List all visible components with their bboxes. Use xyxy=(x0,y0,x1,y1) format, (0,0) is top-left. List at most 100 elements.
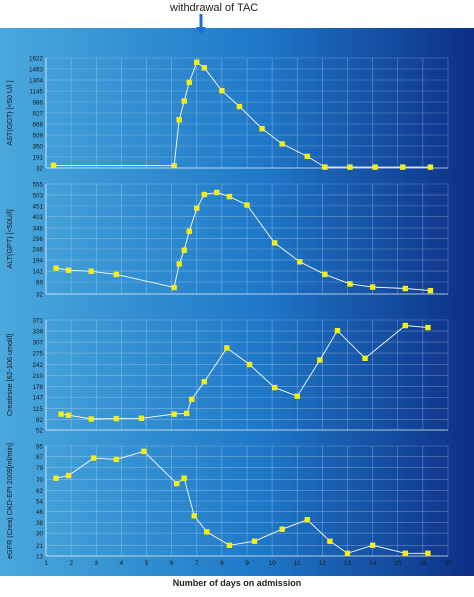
data-point xyxy=(191,513,197,519)
data-point xyxy=(219,87,225,94)
y-axis-title: AST(GOT) [<50 U/l ] xyxy=(5,80,14,145)
panel-1: 32 191 350 509 668 827 986 1145 1304 1463 1622 AST(… xyxy=(5,56,449,173)
y-tick-label: 62 xyxy=(36,488,44,495)
data-point xyxy=(88,416,94,422)
data-point xyxy=(369,284,376,290)
data-point xyxy=(65,412,72,418)
x-tick-label: 11 xyxy=(294,560,301,567)
data-point xyxy=(322,164,328,170)
data-point xyxy=(334,327,341,334)
data-point xyxy=(201,191,207,198)
series-line xyxy=(61,325,428,420)
x-tick-label: 2 xyxy=(69,560,73,567)
data-point xyxy=(181,98,187,104)
arrow-icon xyxy=(196,14,206,34)
data-point xyxy=(362,355,368,361)
data-point xyxy=(369,542,376,548)
data-point xyxy=(113,415,120,422)
x-tick-label: 5 xyxy=(145,560,149,567)
data-point xyxy=(171,284,177,291)
data-point xyxy=(425,550,431,557)
withdrawal-annotation: withdrawal of TAC xyxy=(170,2,259,14)
data-point xyxy=(201,65,207,71)
panel-2: 32 89 141 194 246 296 346 401 451 503 555 ALT(GPT) … xyxy=(5,182,449,299)
y-tick-label: 242 xyxy=(32,362,43,369)
data-point xyxy=(402,550,408,557)
data-point xyxy=(427,287,434,294)
data-point xyxy=(176,261,182,267)
y-tick-label: 668 xyxy=(32,122,43,129)
data-point xyxy=(236,103,243,110)
data-point xyxy=(400,164,406,170)
x-tick-label: 17 xyxy=(444,560,452,567)
data-point xyxy=(141,448,147,455)
x-tick-label: 8 xyxy=(220,560,224,567)
data-point xyxy=(50,162,57,169)
y-tick-label: 401 xyxy=(32,214,43,221)
y-tick-label: 32 xyxy=(36,292,44,299)
y-tick-label: 115 xyxy=(33,406,44,413)
y-tick-label: 827 xyxy=(32,111,43,118)
data-point xyxy=(186,79,192,86)
data-point xyxy=(113,456,120,463)
data-point xyxy=(88,268,94,274)
data-point xyxy=(226,542,233,548)
y-tick-label: 371 xyxy=(32,318,43,325)
data-point xyxy=(347,281,353,287)
y-tick-label: 95 xyxy=(36,444,44,451)
x-tick-label: 4 xyxy=(120,560,124,567)
y-tick-label: 38 xyxy=(36,520,44,527)
data-point xyxy=(204,529,210,535)
data-point xyxy=(194,59,200,65)
plot-background xyxy=(0,28,474,576)
y-tick-label: 307 xyxy=(32,340,43,347)
data-point xyxy=(317,357,323,363)
x-tick-label: 9 xyxy=(245,560,249,567)
x-tick-label: 12 xyxy=(319,560,327,567)
data-point xyxy=(186,228,192,235)
y-tick-label: 246 xyxy=(32,246,43,253)
data-point xyxy=(171,163,177,169)
y-tick-label: 555 xyxy=(32,182,43,189)
data-point xyxy=(402,322,408,329)
data-point xyxy=(53,265,59,271)
data-point xyxy=(244,202,250,208)
data-point xyxy=(184,410,190,417)
x-tick-label: 1 xyxy=(44,560,48,567)
data-point xyxy=(402,285,408,292)
x-tick-label: 15 xyxy=(394,560,402,567)
data-point xyxy=(173,480,180,487)
y-tick-label: 52 xyxy=(36,428,44,435)
y-tick-label: 986 xyxy=(32,100,43,107)
data-point xyxy=(271,240,278,246)
data-point xyxy=(201,379,207,385)
y-tick-label: 21 xyxy=(36,543,44,550)
y-tick-label: 54 xyxy=(36,499,44,506)
y-tick-label: 30 xyxy=(36,531,44,538)
y-tick-label: 191 xyxy=(32,155,43,162)
y-tick-label: 1463 xyxy=(29,67,44,74)
data-point xyxy=(425,324,431,331)
x-tick-label: 13 xyxy=(344,560,352,567)
y-tick-label: 1622 xyxy=(29,56,44,63)
y-tick-label: 46 xyxy=(36,509,44,516)
y-axis-title: ALT(GPT) [<50U/l] xyxy=(5,209,14,268)
y-tick-label: 32 xyxy=(36,166,44,173)
data-point xyxy=(372,164,378,170)
data-point xyxy=(181,247,187,253)
data-point xyxy=(304,517,310,523)
data-point xyxy=(65,472,72,479)
series-line xyxy=(55,450,428,554)
y-tick-label: 296 xyxy=(32,236,43,243)
y-tick-label: 70 xyxy=(36,477,44,484)
y-tick-label: 194 xyxy=(32,257,43,264)
data-point xyxy=(279,141,285,147)
y-tick-label: 89 xyxy=(36,280,44,287)
data-point xyxy=(171,411,177,417)
y-tick-label: 350 xyxy=(32,144,43,151)
y-axis-title: Creatinine [62-106 umol/l] xyxy=(5,334,14,416)
data-point xyxy=(294,393,300,399)
y-tick-label: 1304 xyxy=(29,78,44,85)
